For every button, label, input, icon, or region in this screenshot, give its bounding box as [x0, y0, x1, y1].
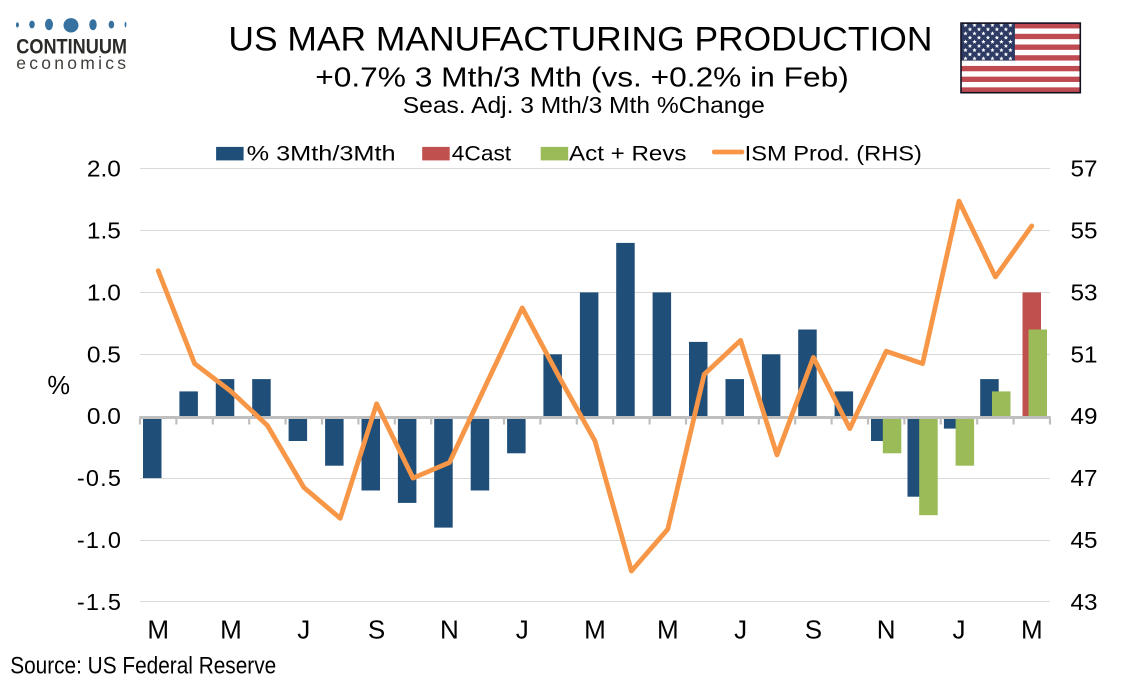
svg-text:0.0: 0.0 — [87, 403, 121, 429]
svg-text:N: N — [877, 615, 896, 645]
svg-text:ISM Prod. (RHS): ISM Prod. (RHS) — [745, 143, 922, 166]
svg-text:J: J — [734, 615, 747, 645]
svg-text:+0.7% 3 Mth/3 Mth (vs. +0.2% i: +0.7% 3 Mth/3 Mth (vs. +0.2% in Feb) — [315, 62, 849, 93]
svg-text:US MAR MANUFACTURING PRODUCTIO: US MAR MANUFACTURING PRODUCTION — [228, 20, 932, 58]
svg-text:0.5: 0.5 — [87, 341, 121, 367]
svg-text:M: M — [220, 615, 242, 645]
svg-text:Seas. Adj. 3 Mth/3 Mth %Change: Seas. Adj. 3 Mth/3 Mth %Change — [403, 92, 765, 118]
svg-text:S: S — [805, 615, 822, 645]
svg-text:-1.5: -1.5 — [77, 589, 121, 615]
svg-text:M: M — [584, 615, 606, 645]
svg-text:1.5: 1.5 — [87, 218, 121, 244]
svg-text:CONTINUUM: CONTINUUM — [16, 36, 127, 59]
svg-text:4Cast: 4Cast — [452, 143, 511, 166]
svg-text:S: S — [368, 615, 385, 645]
svg-text:J: J — [516, 615, 529, 645]
svg-text:1.0: 1.0 — [87, 279, 121, 305]
svg-text:%: % — [47, 372, 70, 400]
svg-text:J: J — [953, 615, 966, 645]
svg-text:47: 47 — [1071, 465, 1098, 491]
svg-text:45: 45 — [1071, 527, 1098, 553]
svg-text:-0.5: -0.5 — [77, 465, 121, 491]
svg-text:57: 57 — [1071, 156, 1098, 182]
svg-text:53: 53 — [1071, 279, 1098, 305]
svg-text:51: 51 — [1071, 341, 1098, 367]
svg-text:55: 55 — [1071, 218, 1098, 244]
svg-text:49: 49 — [1071, 403, 1098, 429]
svg-text:-1.0: -1.0 — [77, 527, 121, 553]
svg-text:M: M — [147, 615, 169, 645]
svg-text:% 3Mth/3Mth: % 3Mth/3Mth — [247, 143, 396, 166]
svg-text:Act + Revs: Act + Revs — [569, 143, 687, 166]
svg-text:43: 43 — [1071, 589, 1098, 615]
svg-text:Source: US Federal Reserve: Source: US Federal Reserve — [10, 652, 276, 679]
svg-text:M: M — [657, 615, 679, 645]
svg-text:economics: economics — [16, 53, 126, 73]
svg-text:N: N — [440, 615, 459, 645]
svg-text:J: J — [297, 615, 310, 645]
svg-text:2.0: 2.0 — [87, 156, 121, 182]
svg-text:M: M — [1021, 615, 1043, 645]
